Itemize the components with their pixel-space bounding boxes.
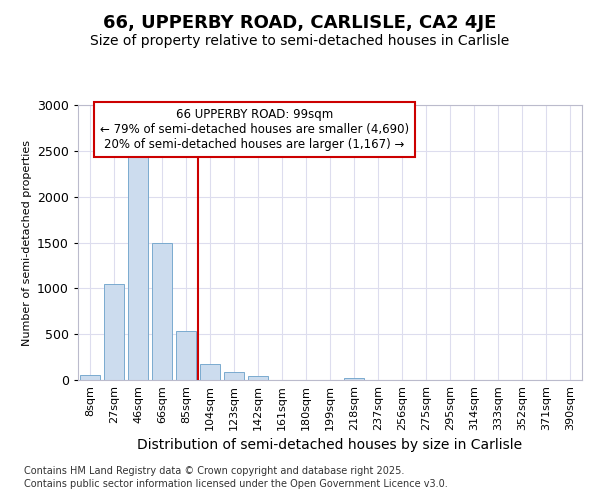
Bar <box>224 372 244 380</box>
Bar <box>104 284 124 380</box>
Text: Size of property relative to semi-detached houses in Carlisle: Size of property relative to semi-detach… <box>91 34 509 48</box>
Text: Contains HM Land Registry data © Crown copyright and database right 2025.: Contains HM Land Registry data © Crown c… <box>24 466 404 476</box>
Bar <box>344 378 364 380</box>
X-axis label: Distribution of semi-detached houses by size in Carlisle: Distribution of semi-detached houses by … <box>137 438 523 452</box>
Bar <box>176 332 196 380</box>
Text: 66 UPPERBY ROAD: 99sqm
← 79% of semi-detached houses are smaller (4,690)
20% of : 66 UPPERBY ROAD: 99sqm ← 79% of semi-det… <box>100 108 409 151</box>
Text: Contains public sector information licensed under the Open Government Licence v3: Contains public sector information licen… <box>24 479 448 489</box>
Y-axis label: Number of semi-detached properties: Number of semi-detached properties <box>22 140 32 346</box>
Bar <box>80 376 100 380</box>
Bar <box>248 376 268 380</box>
Bar <box>128 152 148 380</box>
Bar <box>152 242 172 380</box>
Text: 66, UPPERBY ROAD, CARLISLE, CA2 4JE: 66, UPPERBY ROAD, CARLISLE, CA2 4JE <box>103 14 497 32</box>
Bar <box>200 364 220 380</box>
